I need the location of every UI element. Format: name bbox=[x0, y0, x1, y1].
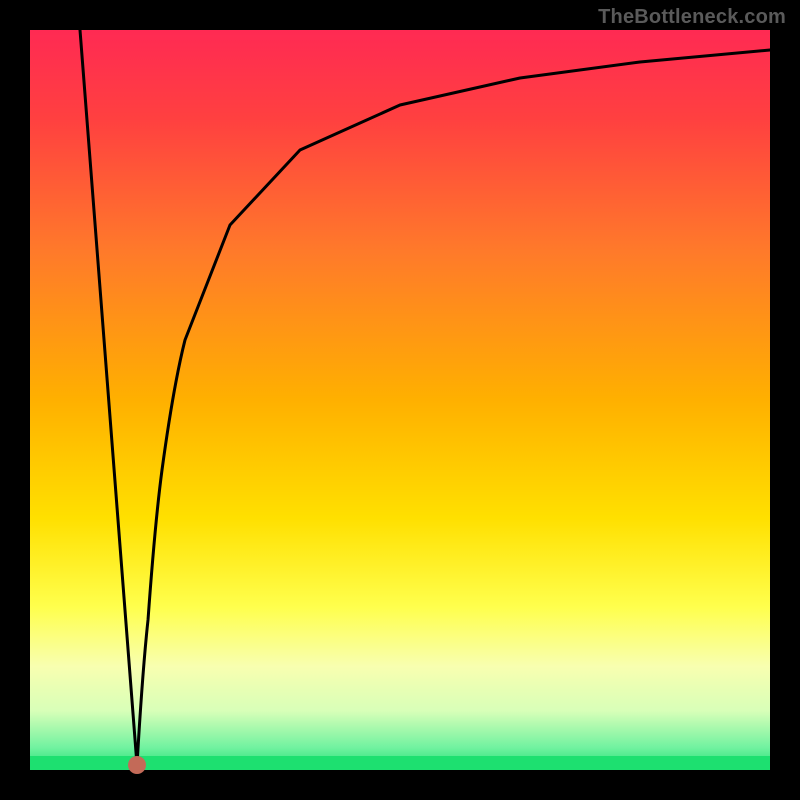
bottleneck-chart bbox=[0, 0, 800, 800]
watermark-text: TheBottleneck.com bbox=[598, 6, 786, 29]
plot-background bbox=[30, 30, 770, 770]
optimal-point-marker bbox=[128, 756, 146, 774]
